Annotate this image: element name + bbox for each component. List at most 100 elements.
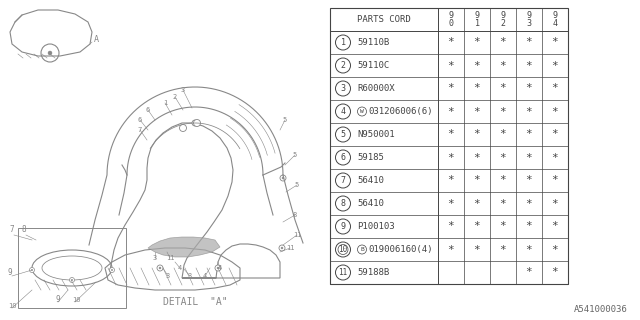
Text: *: * [447, 244, 454, 254]
Text: 6: 6 [138, 117, 142, 123]
Text: *: * [500, 60, 506, 70]
Circle shape [157, 265, 163, 271]
Text: *: * [500, 198, 506, 209]
Bar [18, 228, 126, 308]
Text: *: * [447, 175, 454, 186]
Circle shape [282, 177, 284, 179]
Text: 5: 5 [293, 152, 297, 158]
Text: *: * [525, 268, 532, 277]
Circle shape [215, 265, 221, 271]
Text: N950001: N950001 [357, 130, 395, 139]
Text: 56410: 56410 [357, 176, 384, 185]
Text: 3: 3 [166, 273, 170, 279]
Text: *: * [474, 198, 481, 209]
Text: *: * [474, 84, 481, 93]
Text: 8: 8 [293, 212, 297, 218]
Circle shape [48, 51, 52, 55]
Circle shape [111, 269, 113, 271]
Circle shape [31, 269, 33, 271]
Text: 031206006(6): 031206006(6) [369, 107, 433, 116]
Text: *: * [500, 153, 506, 163]
Text: W: W [360, 109, 364, 114]
Text: *: * [500, 84, 506, 93]
Text: *: * [500, 244, 506, 254]
Text: 3: 3 [153, 255, 157, 261]
Text: 2: 2 [340, 61, 346, 70]
Text: 5: 5 [340, 130, 346, 139]
Text: P100103: P100103 [357, 222, 395, 231]
Text: 11: 11 [292, 232, 301, 238]
Text: 0: 0 [449, 19, 454, 28]
Text: *: * [474, 175, 481, 186]
Text: *: * [500, 221, 506, 231]
Text: 9: 9 [449, 11, 454, 20]
Text: 5: 5 [295, 182, 299, 188]
Text: 59110B: 59110B [357, 38, 389, 47]
Text: *: * [500, 107, 506, 116]
Text: *: * [474, 130, 481, 140]
Text: *: * [525, 221, 532, 231]
Text: 1: 1 [474, 19, 479, 28]
Text: *: * [447, 221, 454, 231]
Text: 4: 4 [218, 265, 222, 271]
Text: 9: 9 [527, 11, 531, 20]
Text: *: * [525, 198, 532, 209]
Text: 2: 2 [500, 19, 506, 28]
Text: 1: 1 [163, 100, 167, 106]
Text: 9: 9 [552, 11, 557, 20]
Circle shape [280, 175, 286, 181]
Text: *: * [474, 153, 481, 163]
Text: *: * [552, 130, 558, 140]
Text: *: * [525, 60, 532, 70]
Text: 9: 9 [55, 295, 60, 304]
Polygon shape [148, 237, 220, 257]
Text: 9: 9 [474, 11, 479, 20]
Text: *: * [447, 107, 454, 116]
Text: *: * [447, 153, 454, 163]
Text: *: * [552, 84, 558, 93]
Text: *: * [552, 244, 558, 254]
Text: R60000X: R60000X [357, 84, 395, 93]
Text: DETAIL  "A": DETAIL "A" [163, 297, 227, 307]
Text: PARTS CORD: PARTS CORD [357, 15, 411, 24]
Circle shape [29, 268, 35, 273]
Text: *: * [474, 107, 481, 116]
Circle shape [279, 245, 285, 251]
Text: 59110C: 59110C [357, 61, 389, 70]
Text: 9: 9 [500, 11, 506, 20]
Text: 6: 6 [340, 153, 346, 162]
Text: 3: 3 [181, 87, 185, 93]
Text: 9: 9 [8, 268, 13, 277]
Text: 11: 11 [285, 245, 294, 251]
Circle shape [281, 247, 283, 249]
Text: 4: 4 [178, 265, 182, 271]
Text: A541000036: A541000036 [574, 305, 628, 314]
Text: *: * [525, 175, 532, 186]
Text: *: * [447, 84, 454, 93]
Text: 56410: 56410 [357, 199, 384, 208]
Text: *: * [552, 153, 558, 163]
Text: 3: 3 [527, 19, 531, 28]
Text: *: * [525, 107, 532, 116]
Text: *: * [447, 60, 454, 70]
Text: *: * [474, 37, 481, 47]
Text: 019006160(4): 019006160(4) [369, 245, 433, 254]
Text: *: * [500, 175, 506, 186]
Text: 6: 6 [146, 107, 150, 113]
Circle shape [159, 267, 161, 269]
Circle shape [109, 268, 115, 273]
Text: B: B [360, 247, 364, 252]
Text: *: * [500, 130, 506, 140]
Text: *: * [525, 130, 532, 140]
Text: *: * [552, 221, 558, 231]
Text: *: * [474, 244, 481, 254]
Text: *: * [474, 221, 481, 231]
Text: 9: 9 [340, 222, 346, 231]
Text: *: * [525, 84, 532, 93]
Text: *: * [552, 198, 558, 209]
Text: *: * [552, 37, 558, 47]
Circle shape [71, 279, 73, 281]
Text: *: * [525, 244, 532, 254]
Text: 1: 1 [340, 38, 346, 47]
Circle shape [179, 124, 186, 132]
